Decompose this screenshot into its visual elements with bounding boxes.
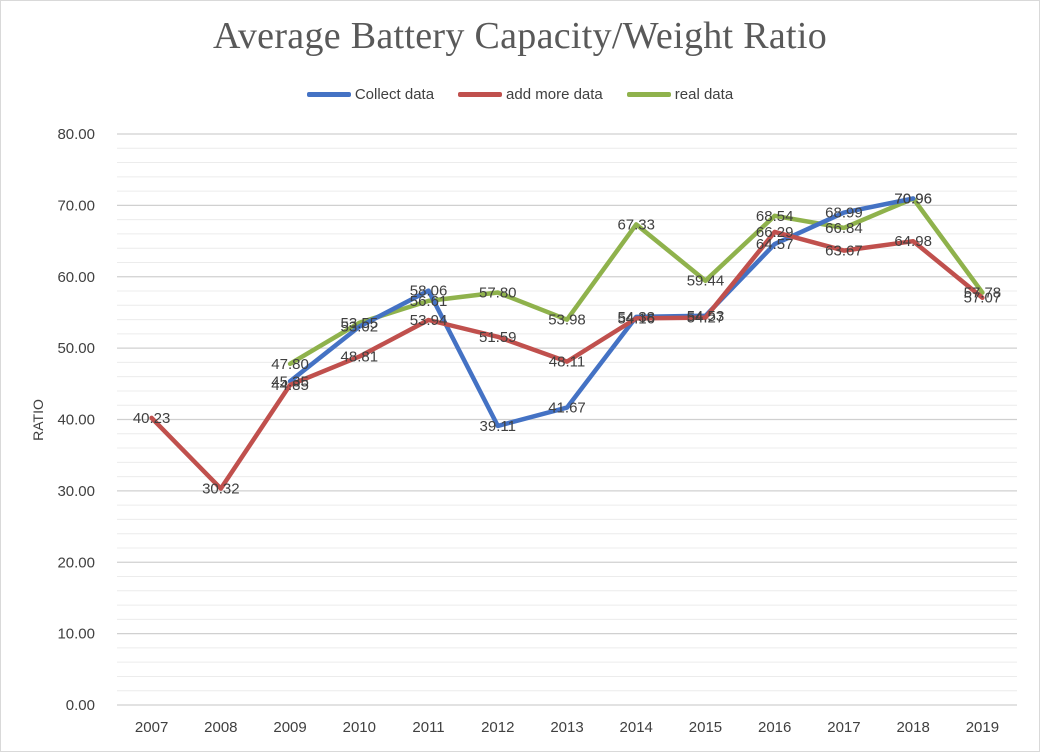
y-axis-title: RATIO: [30, 399, 46, 441]
data-label-collect-data: 54.38: [617, 309, 655, 326]
x-tick-label: 2008: [204, 719, 237, 736]
data-label-add-more-data: 64.98: [894, 233, 932, 250]
x-tick-label: 2009: [273, 719, 306, 736]
data-label-real-data: 57.80: [479, 284, 517, 301]
x-tick-label: 2019: [966, 719, 999, 736]
data-label-add-more-data: 48.11: [549, 354, 585, 371]
data-label-real-data: 53.55: [341, 315, 379, 332]
data-labels: 45.35 53.02 58.06 39.11 41.67 54.38 54.53 64.57…: [133, 191, 1001, 498]
x-tick-label: 2007: [135, 719, 168, 736]
x-tick-label: 2013: [550, 719, 583, 736]
legend-label-real-data: real data: [674, 86, 734, 103]
data-label-add-more-data: 30.32: [202, 481, 240, 498]
data-label-add-more-data: 63.67: [825, 243, 863, 260]
data-label-real-data: 56.61: [410, 293, 448, 310]
data-label-add-more-data: 44.85: [271, 377, 309, 394]
series-line-real-data: [287, 196, 985, 367]
legend-entry-collect-data: Collect data: [306, 86, 435, 103]
data-label-real-data: 67.33: [617, 216, 655, 233]
data-label-real-data: 66.84: [825, 220, 863, 237]
data-label-collect-data: 68.99: [825, 205, 863, 222]
y-tick-label: 0.00: [66, 697, 95, 714]
data-label-add-more-data: 66.29: [756, 224, 794, 241]
chart-title: Average Battery Capacity/Weight Ratio: [212, 15, 828, 57]
legend-label-collect-data: Collect data: [354, 86, 435, 103]
x-tick-label: 2015: [689, 719, 722, 736]
data-label-real-data: 47.80: [271, 356, 309, 373]
data-label-real-data: 59.44: [687, 273, 725, 290]
data-label-add-more-data: 57.07: [964, 290, 1002, 307]
data-label-real-data: 53.98: [548, 312, 586, 329]
data-label-add-more-data: 51.59: [479, 329, 517, 346]
data-label-collect-data: 70.96: [894, 191, 932, 208]
x-tick-label: 2018: [896, 719, 929, 736]
data-label-collect-data: 54.53: [687, 308, 725, 325]
data-label-add-more-data: 40.23: [133, 410, 171, 427]
x-tick-label: 2014: [620, 719, 653, 736]
data-label-real-data: 70.96: [894, 191, 932, 208]
y-tick-label: 70.00: [57, 197, 95, 214]
data-label-add-more-data: 53.94: [410, 312, 448, 329]
data-label-collect-data: 53.02: [341, 319, 379, 336]
data-label-add-more-data: 54.16: [617, 310, 655, 327]
y-tick-label: 20.00: [57, 554, 95, 571]
y-tick-label: 50.00: [57, 340, 95, 357]
series-line-add-more-data: [149, 229, 985, 491]
y-tick-label: 30.00: [57, 483, 95, 500]
legend-swatch-real-data: [626, 92, 671, 97]
data-label-collect-data: 41.67: [548, 400, 586, 417]
x-tick-label: 2011: [412, 719, 444, 736]
series-lines: [149, 196, 985, 491]
legend: Collect data add more data real data: [0, 86, 1040, 103]
x-tick-label: 2012: [481, 719, 514, 736]
y-tick-label: 60.00: [57, 269, 95, 286]
legend-swatch-collect-data: [306, 92, 351, 97]
data-label-collect-data: 45.35: [271, 373, 309, 390]
x-tick-label: 2010: [343, 719, 376, 736]
y-tick-label: 80.00: [57, 126, 95, 143]
data-label-collect-data: 58.06: [410, 283, 448, 300]
series-line-collect-data: [287, 196, 916, 429]
legend-entry-real-data: real data: [626, 86, 734, 103]
x-tick-label: 2017: [827, 719, 860, 736]
x-tick-label: 2016: [758, 719, 791, 736]
axes: 0.00 10.00 20.00 30.00 40.00 50.00 60.00 70.00 8…: [57, 126, 999, 736]
y-tick-label: 40.00: [57, 412, 95, 429]
gridlines: [117, 133, 1017, 706]
legend-swatch-add-more-data: [458, 92, 503, 97]
legend-label-add-more-data: add more data: [506, 86, 603, 103]
data-label-collect-data: 64.57: [756, 236, 794, 253]
data-label-add-more-data: 54.27: [687, 310, 725, 327]
data-label-real-data: 57.78: [964, 285, 1002, 302]
legend-entry-add-more-data: add more data: [458, 86, 603, 103]
data-label-collect-data: 39.11: [480, 418, 516, 435]
data-label-add-more-data: 48.81: [341, 349, 379, 366]
y-tick-label: 10.00: [57, 626, 95, 643]
data-label-real-data: 68.54: [756, 208, 794, 225]
